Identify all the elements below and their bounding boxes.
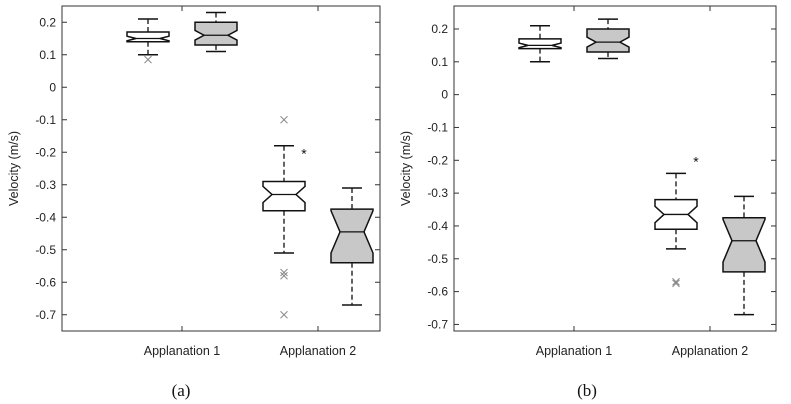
y-tick-label: -0.5 <box>427 252 448 266</box>
y-tick-label: -0.2 <box>35 145 56 159</box>
y-tick-label: 0.1 <box>39 48 56 62</box>
y-tick-label: 0.2 <box>431 22 448 36</box>
outlier-marker <box>280 271 288 280</box>
panel-a: 0.2 0.1 0 -0.1 -0.2 -0.3 -0.4 -0.5 -0.6 -0.7 Veloc… <box>7 5 381 400</box>
box-body <box>518 38 562 50</box>
x-category-label: Applanation 2 <box>672 344 749 358</box>
panel-label: (a) <box>172 381 191 400</box>
box-body <box>722 216 766 273</box>
x-category-label: Applanation 2 <box>280 344 357 358</box>
y-tick-label: -0.1 <box>35 113 56 127</box>
y-tick-label: -0.7 <box>35 308 56 322</box>
y-tick-label: 0 <box>49 80 56 94</box>
outlier-marker <box>280 268 288 277</box>
y-tick-label: -0.3 <box>35 178 56 192</box>
y-tick-label: -0.6 <box>427 285 448 299</box>
y-tick-label: 0.2 <box>39 15 56 29</box>
outlier-marker <box>280 115 288 124</box>
y-tick-label: -0.4 <box>35 210 56 224</box>
box-body <box>126 31 170 43</box>
panel-label: (b) <box>577 381 597 400</box>
box-body <box>262 180 306 212</box>
outlier-marker <box>672 279 680 288</box>
outlier-marker <box>672 277 680 286</box>
box-body <box>330 208 374 264</box>
axes-frame <box>61 5 381 332</box>
y-tick-label: -0.5 <box>35 243 56 257</box>
box-body <box>586 28 630 53</box>
y-axis-label: Velocity (m/s) <box>7 131 21 206</box>
y-tick-label: 0.1 <box>431 55 448 69</box>
panel-b: 0.2 0.1 0 -0.1 -0.2 -0.3 -0.4 -0.5 -0.6 -0.7 Veloc… <box>399 5 777 400</box>
y-tick-label: -0.6 <box>35 275 56 289</box>
y-tick-label: -0.2 <box>427 153 448 167</box>
box-body <box>194 21 238 46</box>
significance-marker: * <box>693 153 699 169</box>
outlier-marker <box>144 55 152 64</box>
y-tick-label: 0 <box>441 88 448 102</box>
significance-marker: * <box>301 145 307 161</box>
y-tick-label: -0.4 <box>427 219 448 233</box>
y-tick-label: -0.7 <box>427 317 448 331</box>
y-tick-label: -0.3 <box>427 186 448 200</box>
axes-frame <box>453 5 777 332</box>
outlier-marker <box>280 310 288 319</box>
x-category-label: Applanation 1 <box>536 344 613 358</box>
x-category-label: Applanation 1 <box>144 344 221 358</box>
y-tick-label: -0.1 <box>427 120 448 134</box>
y-axis-label: Velocity (m/s) <box>399 131 413 206</box>
